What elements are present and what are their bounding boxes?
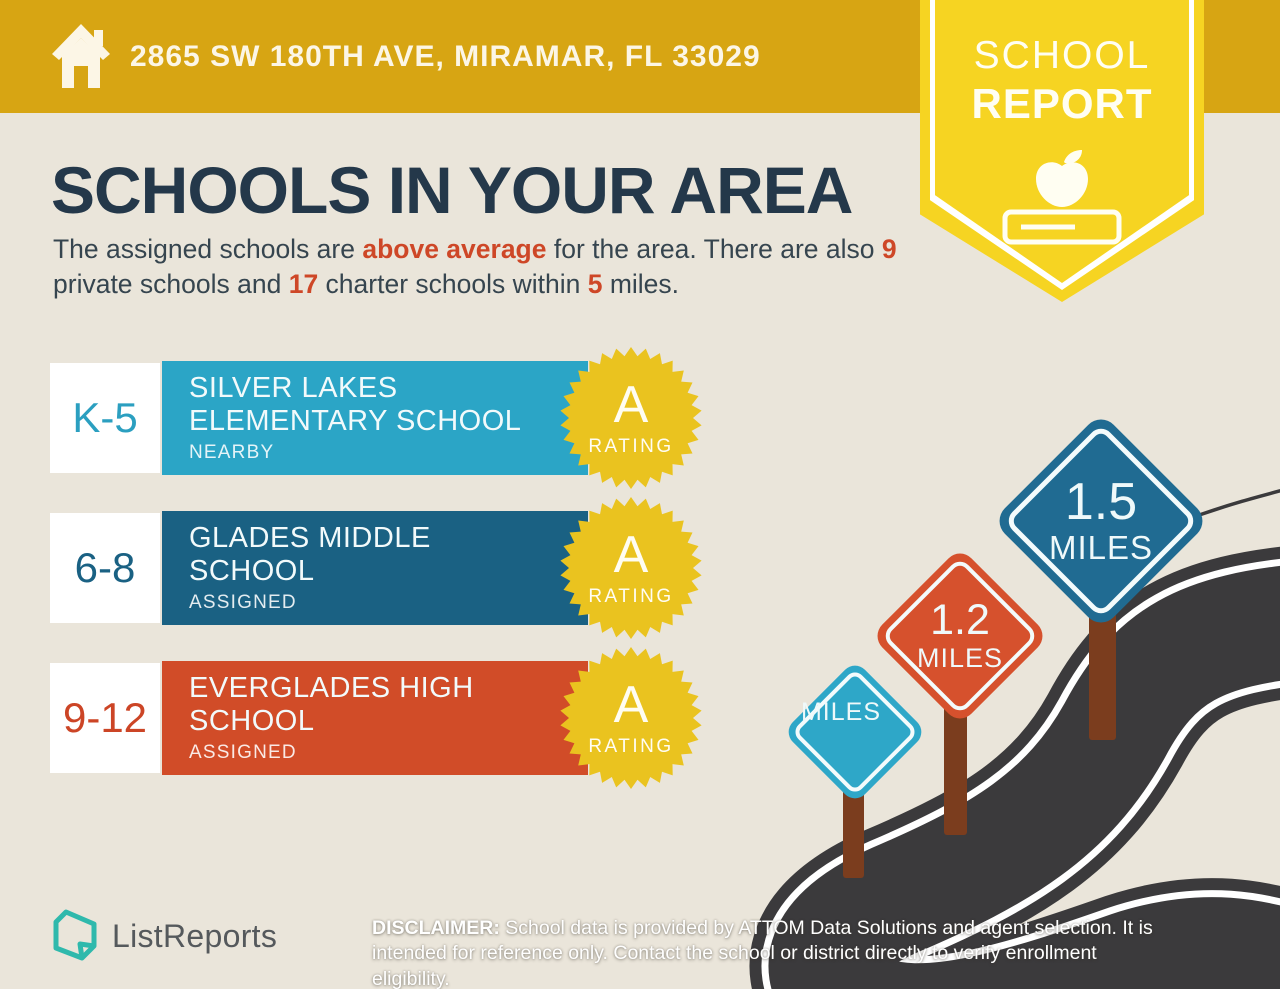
- school-row-elementary: K-5 SILVER LAKES ELEMENTARY SCHOOL NEARB…: [50, 347, 710, 489]
- listreports-logo: ListReports: [48, 908, 277, 964]
- school-name: GLADES MIDDLE SCHOOL: [189, 521, 431, 587]
- sign-post: [1089, 600, 1116, 740]
- school-bar: SILVER LAKES ELEMENTARY SCHOOL NEARBY: [162, 361, 588, 475]
- school-status: NEARBY: [189, 442, 275, 464]
- listreports-icon: [53, 909, 97, 961]
- rating-badge: A RATING: [560, 347, 702, 489]
- sign-distance: 1.2: [930, 595, 990, 644]
- home-icon: [50, 22, 112, 95]
- distance-sign-1-5-miles: 1.5 MILES: [992, 412, 1210, 630]
- ribbon-title-school: SCHOOL: [973, 34, 1151, 77]
- rating-label: RATING: [588, 585, 674, 607]
- school-bar: GLADES MIDDLE SCHOOL ASSIGNED: [162, 511, 588, 625]
- highlight-radius: 5: [587, 269, 603, 300]
- ribbon-title-report: REPORT: [971, 80, 1153, 127]
- grade-range-badge: 6-8: [50, 513, 160, 623]
- sign-unit: MILES: [800, 697, 882, 726]
- page-title: SCHOOLS IN YOUR AREA: [51, 153, 853, 227]
- summary-text: The assigned schools are above average f…: [53, 234, 897, 300]
- highlight-above-average: above average: [362, 234, 547, 264]
- brand-name: ListReports: [112, 917, 278, 954]
- sign-distance: 1.5: [1064, 472, 1138, 531]
- rating-letter: A: [613, 675, 649, 734]
- rating-label: RATING: [588, 435, 674, 457]
- sign-post: [944, 695, 967, 835]
- school-status: ASSIGNED: [189, 592, 297, 614]
- property-address: 2865 SW 180TH AVE, MIRAMAR, FL 33029: [130, 39, 761, 73]
- rating-label: RATING: [588, 735, 674, 757]
- rating-badge: A RATING: [560, 497, 702, 639]
- sign-unit: MILES: [1048, 529, 1154, 567]
- school-name: EVERGLADES HIGH SCHOOL: [189, 671, 474, 737]
- distance-sign-1-2-miles: 1.2 MILES: [870, 546, 1050, 726]
- highlight-private-count: 9: [881, 234, 897, 264]
- disclaimer-text: DISCLAIMER: School data is provided by A…: [372, 917, 1153, 989]
- school-report-ribbon: SCHOOL REPORT: [920, 0, 1204, 302]
- school-row-high: 9-12 EVERGLADES HIGH SCHOOL ASSIGNED A R…: [50, 647, 710, 789]
- rating-letter: A: [613, 375, 649, 434]
- school-status: ASSIGNED: [189, 742, 297, 764]
- sign-post: [843, 788, 864, 878]
- highlight-charter-count: 17: [288, 269, 319, 300]
- grade-range-badge: K-5: [50, 363, 160, 473]
- school-name: SILVER LAKES ELEMENTARY SCHOOL: [189, 371, 522, 437]
- school-row-middle: 6-8 GLADES MIDDLE SCHOOL ASSIGNED A RATI…: [50, 497, 710, 639]
- apple-on-book-icon: [997, 138, 1127, 253]
- school-bar: EVERGLADES HIGH SCHOOL ASSIGNED: [162, 661, 588, 775]
- rating-letter: A: [613, 525, 649, 584]
- sign-unit: MILES: [916, 643, 1004, 674]
- grade-range-badge: 9-12: [50, 663, 160, 773]
- rating-badge: A RATING: [560, 647, 702, 789]
